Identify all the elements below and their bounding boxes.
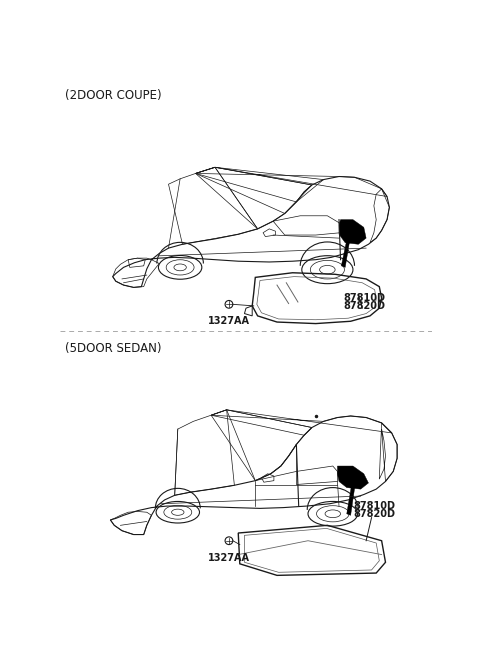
Text: (2DOOR COUPE): (2DOOR COUPE) xyxy=(65,89,162,102)
Polygon shape xyxy=(341,233,350,268)
Text: 1327AA: 1327AA xyxy=(208,316,250,326)
Text: (5DOOR SEDAN): (5DOOR SEDAN) xyxy=(65,342,162,355)
Polygon shape xyxy=(337,466,369,489)
Text: 1327AA: 1327AA xyxy=(208,553,250,563)
Polygon shape xyxy=(339,220,366,244)
Polygon shape xyxy=(347,477,356,516)
Text: 87810D: 87810D xyxy=(343,293,385,303)
Text: 87810D: 87810D xyxy=(353,501,395,510)
Text: 87820D: 87820D xyxy=(353,509,395,519)
Text: 87820D: 87820D xyxy=(343,301,385,311)
